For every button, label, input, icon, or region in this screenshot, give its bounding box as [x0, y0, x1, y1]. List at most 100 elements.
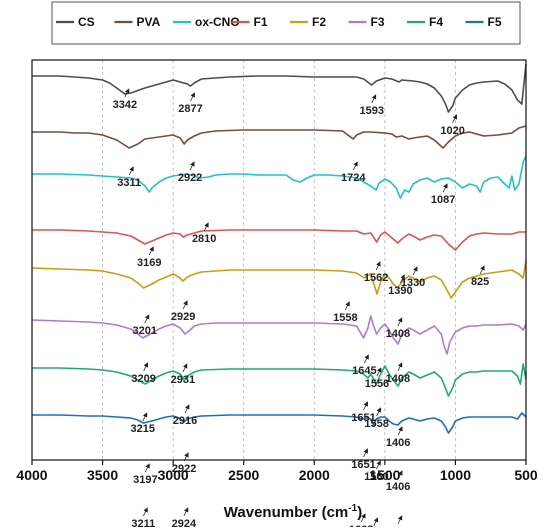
x-tick-label-500: 500 — [514, 467, 538, 483]
peak-arrow-3211 — [143, 507, 148, 517]
x-axis-title-end: ) — [357, 504, 362, 521]
x-axis-title: Wavenumber (cm-1) — [224, 503, 362, 521]
peak-label-1651: 1651 — [351, 412, 375, 424]
x-tick-label-2500: 2500 — [228, 467, 259, 483]
peak-arrow-2922 — [189, 161, 195, 171]
peak-arrow-3201 — [144, 314, 150, 324]
peak-label-3215: 3215 — [131, 423, 155, 435]
peak-arrow-1645 — [364, 354, 369, 364]
peak-label-2929: 2929 — [171, 311, 195, 323]
x-tick-label-1000: 1000 — [440, 467, 471, 483]
legend-label-f3: F3 — [371, 15, 385, 29]
series-line-f1 — [32, 229, 526, 251]
peak-arrow-3342 — [124, 88, 130, 98]
peak-arrow-3311 — [128, 166, 134, 176]
x-tick-label-1500: 1500 — [369, 467, 400, 483]
peak-label-1645: 1645 — [352, 365, 376, 377]
peak-arrow-2931 — [182, 363, 188, 373]
peak-label-1558: 1558 — [333, 312, 357, 324]
legend-label-f2: F2 — [312, 15, 326, 29]
peak-label-2924: 2924 — [172, 518, 197, 527]
legend-label-cs: CS — [78, 15, 95, 29]
series-line-f3 — [31, 315, 527, 355]
legend-label-ox-cno: ox-CNO — [195, 15, 240, 29]
x-axis-title-main: Wavenumber (cm — [224, 504, 348, 521]
peak-label-3311: 3311 — [117, 177, 141, 189]
peak-arrow-825 — [479, 265, 485, 275]
peak-arrow-1020 — [452, 114, 457, 124]
peak-label-1556: 1556 — [365, 378, 389, 390]
peak-arrow-1406 — [397, 470, 403, 480]
series-line-pva — [32, 125, 527, 149]
peak-label-1724: 1724 — [341, 172, 366, 184]
peak-label-2922: 2922 — [178, 172, 202, 184]
peak-arrow-1408 — [397, 317, 403, 327]
peak-label-3342: 3342 — [113, 99, 137, 111]
peak-arrow-2916 — [184, 404, 190, 414]
x-tick-label-3000: 3000 — [158, 467, 189, 483]
series-line-f5 — [32, 412, 527, 434]
peak-arrow-2924 — [183, 507, 189, 517]
peak-arrow-3169 — [148, 246, 154, 256]
legend: CS PVA ox-CNO F1 F2 F3 F4 F5 — [51, 1, 521, 45]
series-lines — [31, 63, 527, 434]
peak-label-2916: 2916 — [173, 415, 197, 427]
peak-annotations: 3342 2877 1593 1020 3311 2922 1724 1087 3169 2810… — [113, 88, 489, 532]
peak-arrow-2929 — [182, 300, 188, 310]
peak-arrow-1408 — [397, 362, 403, 372]
legend-label-f4: F4 — [429, 15, 443, 29]
peak-label-1558: 1558 — [364, 418, 388, 430]
peak-arrow-1562 — [375, 261, 381, 271]
series-line-f2 — [31, 259, 527, 299]
legend-label-f5: F5 — [488, 15, 502, 29]
peak-label-1651: 1651 — [351, 459, 375, 471]
peak-arrow-3209 — [143, 362, 149, 372]
peak-arrow-1558 — [344, 301, 350, 311]
peak-arrow-1560 — [376, 460, 381, 470]
peak-arrow-1651 — [363, 448, 368, 458]
peak-label-2877: 2877 — [178, 103, 202, 115]
legend-label-f1: F1 — [254, 15, 268, 29]
peak-arrow-1558 — [376, 407, 382, 417]
peak-label-1406: 1406 — [386, 481, 410, 493]
peak-arrow-1579 — [373, 517, 379, 527]
peak-arrow-1556 — [376, 367, 382, 377]
peak-arrow-1390 — [400, 274, 405, 284]
peak-label-1593: 1593 — [359, 105, 383, 117]
x-axis-title-sup: -1 — [348, 503, 357, 514]
peak-arrow-1330 — [412, 266, 418, 276]
peak-label-3211: 3211 — [131, 518, 155, 527]
peak-label-1408: 1408 — [386, 373, 410, 385]
peak-label-1330: 1330 — [401, 277, 425, 289]
peak-arrow-1651 — [363, 401, 368, 411]
x-tick-label-4000: 4000 — [16, 467, 47, 483]
plot-frame — [31, 59, 527, 461]
peak-arrow-2810 — [203, 222, 209, 232]
grid-lines — [102, 60, 456, 460]
peak-label-1408: 1408 — [386, 328, 410, 340]
peak-arrow-3197 — [144, 463, 150, 473]
peak-arrow-1087 — [442, 183, 448, 193]
peak-label-3169: 3169 — [137, 257, 161, 269]
peak-arrow-1668 — [360, 513, 366, 523]
peak-label-3209: 3209 — [131, 373, 155, 385]
peak-arrow-1724 — [352, 161, 358, 171]
series-line-f4 — [32, 363, 527, 397]
peak-label-1562: 1562 — [364, 272, 388, 284]
peak-label-1087: 1087 — [431, 194, 455, 206]
peak-label-2922: 2922 — [172, 463, 196, 475]
peak-arrow-1408 — [397, 515, 403, 525]
peak-label-3201: 3201 — [133, 325, 157, 337]
series-line-ox-cno — [32, 155, 527, 199]
peak-label-1390: 1390 — [388, 285, 412, 297]
legend-label-pva: PVA — [137, 15, 161, 29]
x-tick-label-2000: 2000 — [299, 467, 330, 483]
peak-label-1406: 1406 — [386, 437, 410, 449]
x-axis: 4000 3500 3000 2500 2000 1500 1000 500 — [16, 59, 538, 483]
peak-arrow-2877 — [190, 92, 195, 102]
peak-label-2810: 2810 — [192, 233, 216, 245]
peak-label-2931: 2931 — [171, 374, 195, 386]
peak-label-825: 825 — [471, 276, 489, 288]
